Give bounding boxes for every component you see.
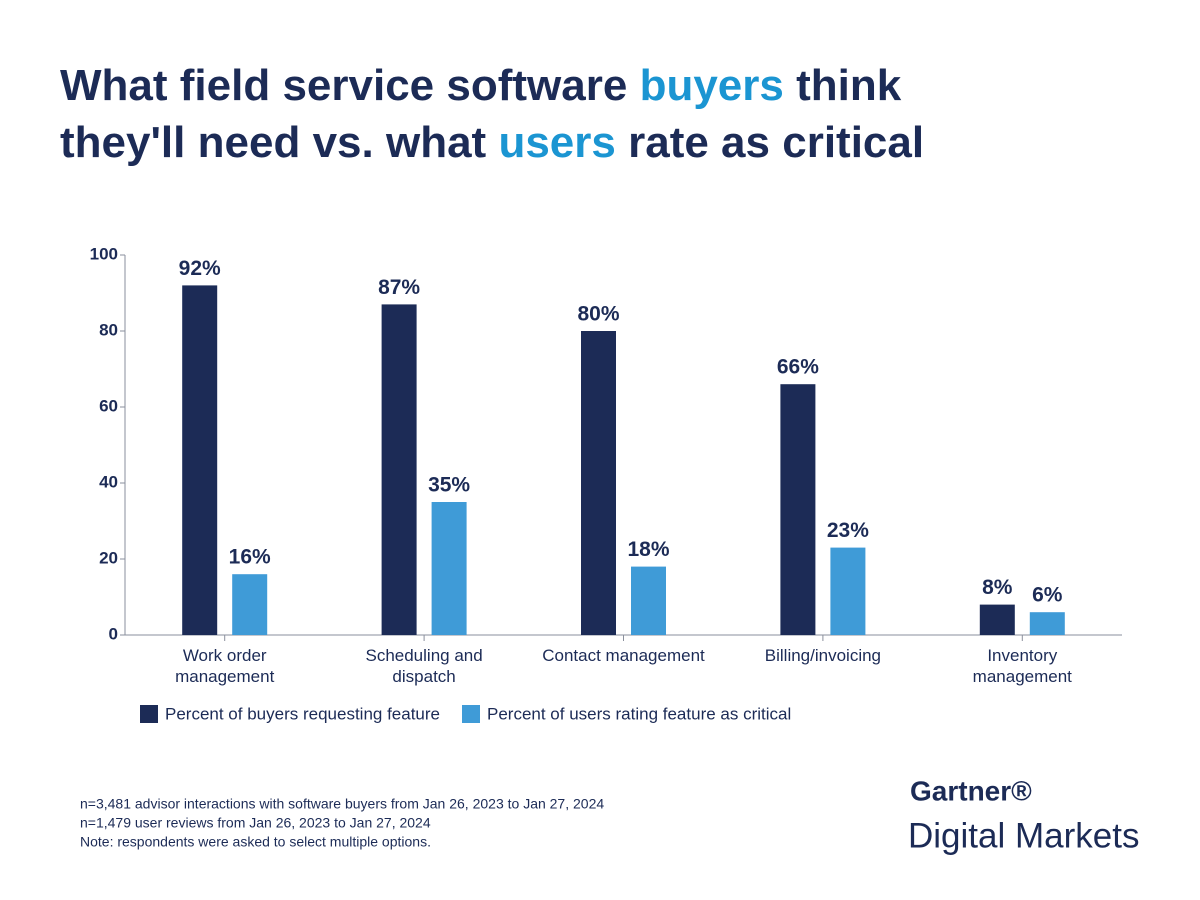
bar bbox=[581, 331, 616, 635]
value-label: 87% bbox=[378, 276, 420, 299]
y-tick-label: 20 bbox=[99, 548, 118, 567]
value-label: 66% bbox=[777, 356, 819, 379]
value-label: 8% bbox=[982, 576, 1013, 599]
logo-brand: Gartner® bbox=[910, 775, 1032, 806]
y-tick-label: 40 bbox=[99, 472, 118, 491]
bar bbox=[780, 384, 816, 635]
value-label: 92% bbox=[179, 257, 221, 280]
bar bbox=[232, 574, 268, 635]
value-label: 6% bbox=[1032, 584, 1063, 607]
bar bbox=[431, 502, 467, 635]
legend-label: Percent of buyers requesting feature bbox=[165, 704, 440, 723]
value-label: 18% bbox=[627, 538, 669, 561]
chart-title-line: they'll need vs. what users rate as crit… bbox=[60, 118, 924, 167]
legend-swatch bbox=[462, 705, 480, 723]
x-tick-label: Inventory management bbox=[973, 646, 1073, 686]
value-label: 23% bbox=[827, 519, 869, 542]
y-tick-label: 100 bbox=[90, 244, 118, 263]
bar bbox=[381, 304, 417, 635]
footnote: Note: respondents were asked to select m… bbox=[80, 834, 431, 850]
value-label: 35% bbox=[428, 474, 470, 497]
footnote: n=3,481 advisor interactions with softwa… bbox=[80, 796, 604, 812]
bar bbox=[182, 285, 218, 635]
bar bbox=[830, 547, 866, 635]
legend-swatch bbox=[140, 705, 158, 723]
value-label: 16% bbox=[229, 546, 271, 569]
x-tick-label: Scheduling and dispatch bbox=[365, 646, 482, 686]
logo-product: Digital Markets bbox=[908, 816, 1139, 855]
y-tick-label: 0 bbox=[109, 624, 118, 643]
chart-title-line: What field service software buyers think bbox=[60, 61, 902, 110]
x-tick-label: Contact management bbox=[542, 646, 705, 665]
y-tick-label: 60 bbox=[99, 396, 118, 415]
x-tick-label: Work order management bbox=[175, 646, 275, 686]
value-label: 80% bbox=[577, 303, 619, 326]
bar bbox=[1029, 612, 1065, 635]
footnote: n=1,479 user reviews from Jan 26, 2023 t… bbox=[80, 815, 431, 831]
bar bbox=[631, 566, 666, 635]
legend-label: Percent of users rating feature as criti… bbox=[487, 704, 791, 723]
bar bbox=[979, 604, 1015, 635]
y-tick-label: 80 bbox=[99, 320, 118, 339]
x-tick-label: Billing/invoicing bbox=[765, 646, 881, 665]
